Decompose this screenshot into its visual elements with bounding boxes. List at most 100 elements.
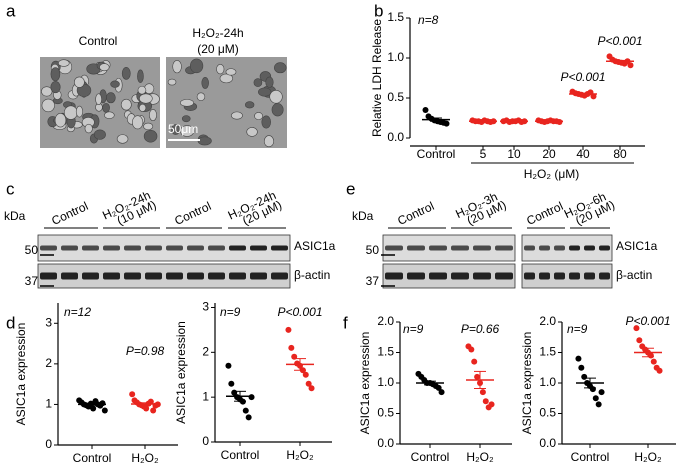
- cell: [132, 115, 144, 130]
- blot-band: [82, 272, 99, 280]
- kda-marker: 50: [366, 243, 380, 257]
- x-tick-label: H₂O₂: [466, 450, 494, 464]
- cell: [263, 135, 274, 148]
- cell: [137, 85, 147, 95]
- cell: [167, 78, 177, 86]
- data-point: [471, 358, 478, 365]
- annotation: n=9: [220, 305, 241, 319]
- panel-letter: b: [374, 1, 383, 20]
- blot-band: [569, 272, 580, 280]
- data-point: [650, 358, 657, 365]
- cell: [180, 125, 195, 137]
- blot-band: [451, 272, 469, 280]
- blot-band: [250, 272, 267, 280]
- y-tick-label: 1: [202, 389, 209, 403]
- data-point: [488, 401, 495, 408]
- cell: [104, 111, 115, 119]
- image-label: (20 μM): [197, 42, 239, 56]
- blot-band: [539, 272, 550, 280]
- y-axis-label: Relative LDH Release: [370, 19, 384, 137]
- blot-band: [429, 245, 447, 251]
- cell: [99, 63, 110, 72]
- blot-band: [495, 245, 513, 251]
- cell: [138, 103, 147, 112]
- y-tick-label: 0.0: [387, 130, 404, 144]
- annotation: n=8: [418, 13, 439, 27]
- blot-band: [166, 245, 183, 251]
- data-point: [305, 380, 312, 387]
- y-axis-label: ASIC1a expression: [520, 332, 534, 435]
- data-point: [129, 391, 136, 398]
- x-axis-label: H₂O₂ (μM): [524, 167, 580, 181]
- blot-band: [103, 245, 120, 251]
- cell: [106, 92, 116, 104]
- blot-band: [385, 272, 403, 280]
- blot-band: [599, 245, 610, 251]
- blot-band: [124, 272, 141, 280]
- y-tick-label: 0.0: [539, 436, 556, 450]
- y-tick-label: 1.0: [539, 375, 556, 389]
- data-point: [228, 380, 235, 387]
- data-point: [248, 394, 255, 401]
- kda-marker: 37: [25, 274, 39, 288]
- blot-band: [61, 272, 78, 280]
- blot-band: [124, 245, 141, 251]
- cell: [225, 68, 237, 76]
- y-tick-label: 2: [202, 344, 209, 358]
- y-tick-label: 1.0: [377, 375, 394, 389]
- y-tick-label: 0: [45, 437, 52, 451]
- cell: [95, 93, 102, 106]
- blot-band: [82, 245, 99, 251]
- cell: [75, 105, 84, 118]
- y-tick-label: 0.5: [387, 90, 404, 104]
- data-point: [242, 407, 249, 414]
- y-axis-label: ASIC1a expression: [358, 332, 372, 435]
- data-point: [633, 325, 640, 332]
- cell: [102, 102, 110, 113]
- x-tick-label: H₂O₂: [634, 450, 662, 464]
- data-point: [302, 371, 309, 378]
- x-tick-label: 20: [542, 147, 556, 161]
- x-tick-label: Control: [417, 147, 456, 161]
- blot-band: [584, 245, 595, 251]
- blot-band: [407, 272, 425, 280]
- cell: [261, 115, 271, 129]
- data-point: [627, 62, 634, 69]
- band-label: ASIC1a: [294, 239, 336, 253]
- cell: [274, 62, 287, 74]
- cell: [121, 67, 131, 80]
- data-point: [150, 407, 157, 414]
- blot-band: [407, 245, 425, 251]
- data-point: [288, 344, 295, 351]
- group-label: Control: [395, 199, 436, 228]
- x-tick-label: 80: [613, 147, 627, 161]
- cell: [63, 105, 78, 120]
- blot-band: [103, 272, 120, 280]
- y-tick-label: 1: [45, 397, 52, 411]
- data-point: [581, 373, 588, 380]
- cell: [254, 112, 263, 120]
- data-point: [90, 405, 97, 412]
- cell: [54, 113, 67, 128]
- blot-band: [584, 272, 595, 280]
- blot-band: [271, 272, 288, 280]
- data-point: [101, 407, 108, 414]
- cell: [139, 93, 153, 104]
- cell: [143, 129, 158, 143]
- annotation: P<0.001: [277, 305, 322, 319]
- blot-band: [429, 272, 447, 280]
- annotation: P<0.001: [625, 314, 670, 328]
- blot-band: [539, 245, 550, 251]
- cell: [196, 92, 206, 101]
- blot-band: [569, 245, 580, 251]
- annotation: n=12: [64, 305, 91, 319]
- cell: [50, 67, 61, 82]
- kda-marker: 50: [25, 243, 39, 257]
- blot-band: [61, 245, 78, 251]
- panel-letter: c: [6, 179, 15, 198]
- data-point: [578, 364, 585, 371]
- x-tick-label: Control: [571, 450, 610, 464]
- cell: [180, 99, 194, 107]
- data-point: [99, 400, 106, 407]
- blot-band: [229, 245, 246, 251]
